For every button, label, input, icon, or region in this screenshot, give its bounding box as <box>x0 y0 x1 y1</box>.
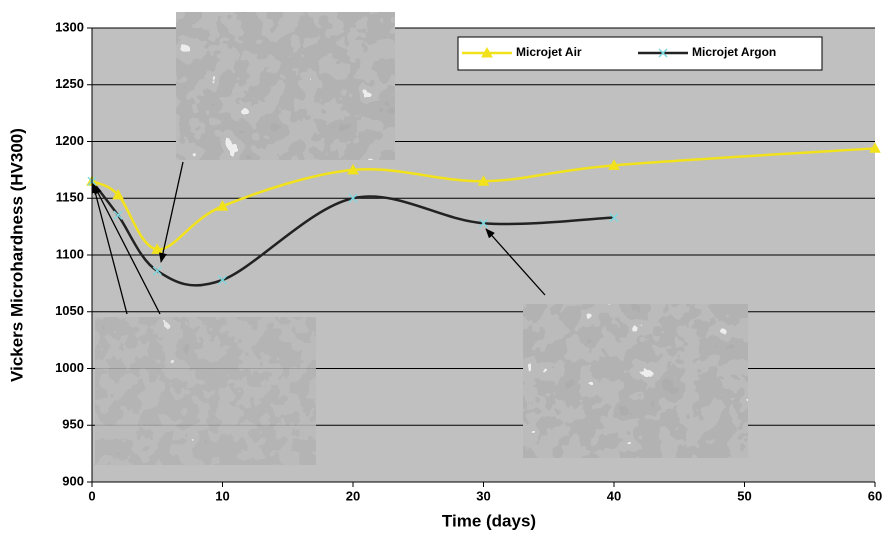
marker <box>348 193 358 203</box>
y-tick-label: 900 <box>62 473 84 488</box>
x-tick-label: 50 <box>737 488 751 503</box>
x-tick-label: 10 <box>215 488 229 503</box>
marker <box>112 188 124 200</box>
legend-label: Microjet Argon <box>692 45 776 59</box>
x-tick-label: 20 <box>346 488 360 503</box>
marker <box>481 46 493 58</box>
x-tick-label: 60 <box>868 488 882 503</box>
arrow <box>93 184 161 315</box>
y-axis-title: Vickers Microhardness (HV300) <box>7 128 26 382</box>
y-tick-label: 950 <box>62 417 84 432</box>
marker <box>151 243 164 254</box>
marker <box>217 275 228 285</box>
x-tick-label: 0 <box>88 488 95 503</box>
marker <box>658 48 668 58</box>
marker <box>152 266 162 276</box>
micrograph-inset <box>176 12 395 160</box>
legend-label: Microjet Air <box>516 45 582 59</box>
x-tick-label: 40 <box>607 488 621 503</box>
micrograph-inset <box>523 304 748 458</box>
marker <box>113 210 123 220</box>
y-tick-label: 1000 <box>55 360 84 375</box>
marker <box>608 159 620 170</box>
y-tick-label: 1300 <box>55 19 84 34</box>
marker <box>347 163 359 175</box>
y-tick-label: 1150 <box>56 190 84 205</box>
arrow <box>485 228 546 296</box>
arrow <box>91 183 128 315</box>
marker <box>216 200 229 211</box>
y-tick-label: 1200 <box>55 133 84 148</box>
marker <box>609 213 619 223</box>
micrograph-inset <box>95 317 316 465</box>
x-axis-title: Time (days) <box>442 511 536 530</box>
marker <box>869 142 881 153</box>
y-tick-label: 1050 <box>55 303 84 318</box>
marker <box>477 175 490 186</box>
arrow <box>159 161 184 263</box>
marker <box>478 218 489 228</box>
y-tick-label: 1100 <box>56 246 84 261</box>
y-tick-label: 1250 <box>55 76 84 91</box>
x-tick-label: 30 <box>476 488 490 503</box>
series-line <box>91 180 615 287</box>
